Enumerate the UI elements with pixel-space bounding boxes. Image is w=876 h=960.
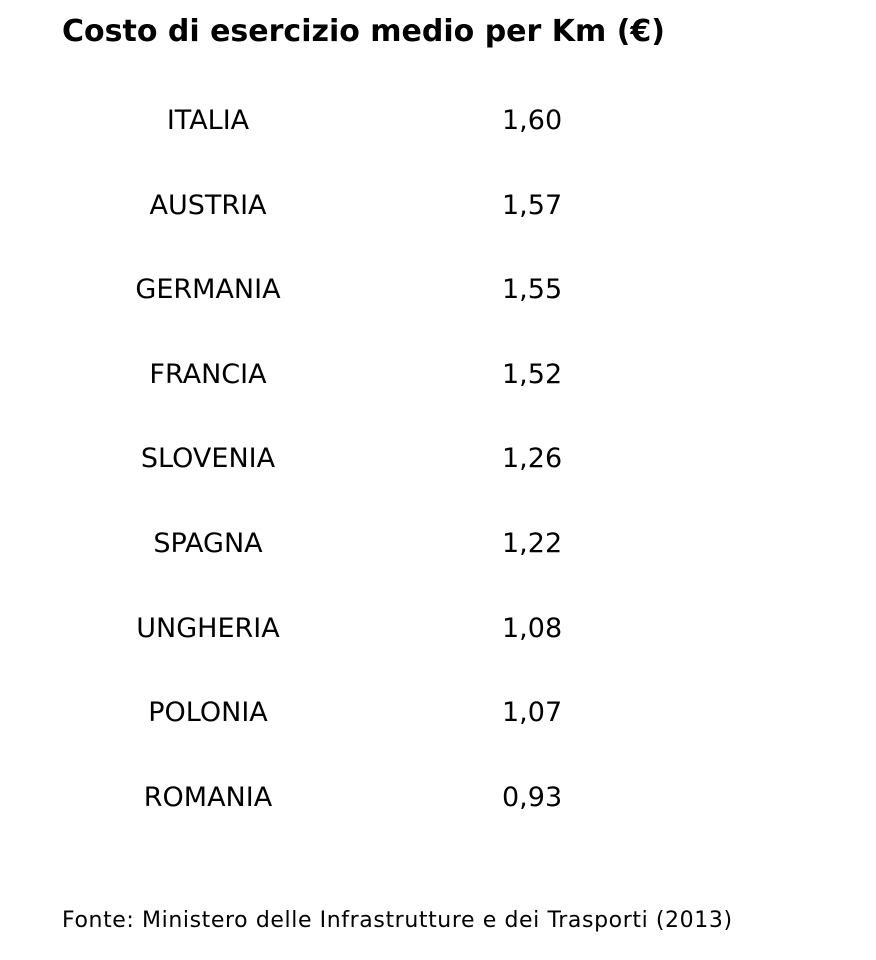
country-cell: GERMANIA [135, 274, 281, 306]
value-cell: 1,57 [502, 189, 563, 221]
value-cell: 1,08 [502, 612, 563, 644]
title: Costo di esercizio medio per Km (€) [62, 14, 666, 49]
country-cell: AUSTRIA [149, 189, 267, 221]
table: ITALIA 1,60 AUSTRIA 1,57 GERMANIA 1,55 FRANCIA… [135, 105, 563, 813]
value-cell: 1,26 [502, 443, 563, 475]
country-cell: ROMANIA [143, 781, 273, 813]
country-cell: POLONIA [148, 697, 268, 729]
country-cell: UNGHERIA [136, 612, 280, 644]
value-cell: 1,60 [502, 105, 563, 136]
value-cell: 1,52 [502, 358, 563, 390]
value-cell: 1,07 [502, 697, 563, 729]
country-cell: SPAGNA [153, 528, 263, 559]
country-cell: ITALIA [166, 105, 250, 136]
country-cell: SLOVENIA [140, 443, 276, 475]
value-cell: 0,93 [502, 781, 563, 813]
source-note: Fonte: Ministero delle Infrastrutture e … [62, 908, 733, 933]
value-cell: 1,22 [502, 528, 563, 559]
value-cell: 1,55 [502, 274, 563, 306]
country-cell: FRANCIA [149, 358, 267, 390]
